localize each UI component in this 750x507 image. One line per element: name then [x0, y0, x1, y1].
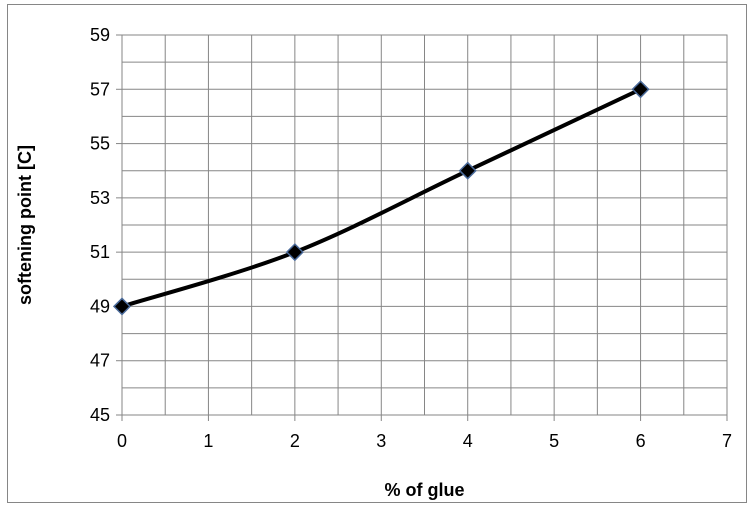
y-tick-label: 45 [90, 405, 110, 425]
chart-area [7, 4, 747, 503]
y-tick-label: 57 [90, 79, 110, 99]
y-tick-label: 55 [90, 134, 110, 154]
x-tick-label: 3 [376, 431, 386, 451]
x-tick-label: 1 [203, 431, 213, 451]
y-tick-label: 59 [90, 25, 110, 45]
grid-lines [122, 35, 727, 415]
axes [116, 34, 728, 421]
y-tick-label: 49 [90, 296, 110, 316]
x-tick-label: 0 [117, 431, 127, 451]
x-axis-title: % of glue [385, 480, 465, 500]
y-tick-label: 51 [90, 242, 110, 262]
x-tick-label: 6 [636, 431, 646, 451]
data-point-marker [458, 161, 477, 180]
x-tick-label: 7 [722, 431, 732, 451]
y-tick-label: 47 [90, 351, 110, 371]
y-tick-labels: 45 47 49 51 53 55 57 59 [90, 25, 110, 425]
data-point-marker [631, 80, 650, 99]
series-line [120, 87, 643, 309]
y-tick-label: 53 [90, 188, 110, 208]
x-tick-label: 4 [463, 431, 473, 451]
x-tick-label: 5 [549, 431, 559, 451]
y-axis-title: softening point [C] [15, 145, 35, 305]
data-point-marker [112, 297, 132, 316]
data-markers [112, 80, 650, 316]
x-tick-label: 2 [290, 431, 300, 451]
data-point-marker [285, 243, 304, 262]
x-tick-labels: 0 1 2 3 4 5 6 7 [117, 431, 732, 451]
